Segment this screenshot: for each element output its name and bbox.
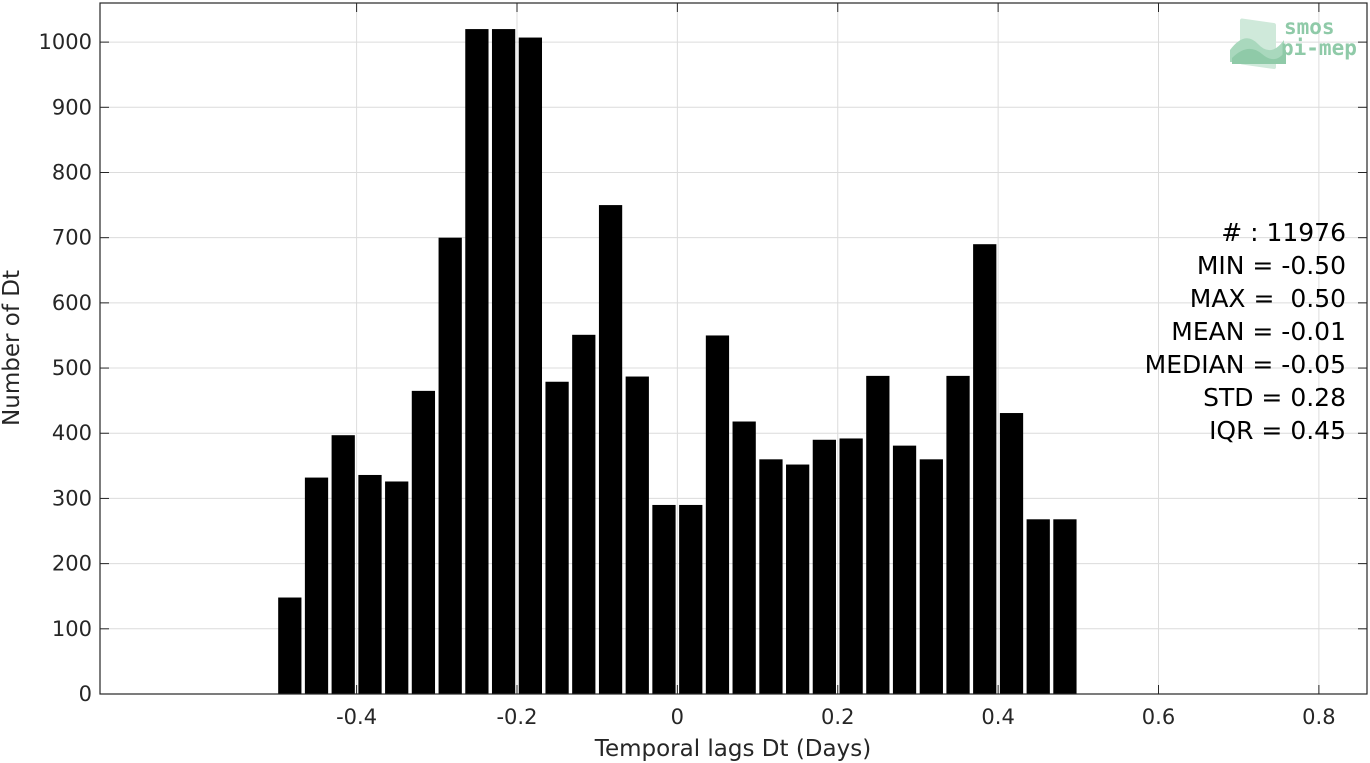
histogram-bar [625,376,649,694]
y-tick-label: 0 [79,682,92,706]
x-axis-ticks: -0.4 -0.2 0 0.2 0.4 0.6 0.8 [336,3,1336,729]
histogram-bar [759,459,783,694]
x-tick-label: 0 [671,705,684,729]
stat-line: # : 11976 [1221,218,1346,247]
y-tick-label: 900 [52,95,92,119]
logo-waves-icon [1230,18,1286,70]
histogram-bar [1053,519,1077,694]
x-tick-label: -0.4 [336,705,377,729]
histogram-bar [572,334,596,694]
plot-frame [99,2,1368,695]
histogram-bar [331,435,355,694]
x-tick-label: -0.2 [496,705,537,729]
stat-line: STD = 0.28 [1203,383,1346,412]
statistics-box: # : 11976 MIN = -0.50 MAX = 0.50 MEAN = -0.… [1145,218,1346,445]
histogram-bar [812,439,836,694]
histogram-bar [518,37,543,695]
stat-line: IQR = 0.45 [1209,416,1346,445]
histogram-bar [652,504,676,694]
histogram-bar [598,205,623,694]
x-tick-label: 0.2 [821,705,854,729]
histogram-bar [438,237,462,694]
histogram-bar [732,421,756,694]
x-axis-label: Temporal lags Dt (Days) [594,736,871,762]
histogram-bar [304,477,329,694]
histogram-bar [545,381,569,694]
y-tick-label: 600 [52,291,92,315]
histogram-bar [999,413,1024,694]
bars [278,29,1077,695]
y-tick-label: 200 [52,552,92,576]
histogram-bar [705,335,730,694]
stat-line: MIN = -0.50 [1197,251,1346,280]
histogram-bar [919,459,943,694]
histogram-bar [385,481,409,694]
y-tick-label: 800 [52,160,92,184]
histogram-bar [786,464,810,694]
histogram-bar [278,597,302,694]
y-tick-label: 100 [52,617,92,641]
histogram-bar [866,375,890,694]
y-tick-label: 400 [52,421,92,445]
logo-line2: pi-mep [1281,36,1357,60]
histogram-bar [679,504,703,694]
x-tick-label: 0.6 [1142,705,1175,729]
y-axis-label: Number of Dt [0,270,25,426]
logo-line1: smos [1284,15,1335,39]
y-axis-ticks: 0 100 200 300 400 500 600 700 800 900 1000 [39,30,1367,706]
histogram-bar [946,375,970,694]
grid [100,3,1367,694]
stat-line: MEAN = -0.01 [1171,317,1346,346]
histogram-bar [892,445,917,694]
histogram-bar [491,29,516,694]
histogram-bar [411,390,436,694]
y-tick-label: 300 [52,486,92,510]
histogram-bar [358,474,382,694]
histogram-bar [973,244,997,694]
y-tick-label: 500 [52,356,92,380]
x-tick-label: 0.4 [981,705,1014,729]
histogram-bar [465,29,489,694]
logo: smos pi-mep [1230,15,1357,70]
stat-line: MAX = 0.50 [1190,284,1346,313]
y-tick-label: 700 [52,226,92,250]
stat-line: MEDIAN = -0.05 [1145,350,1346,379]
y-tick-label: 1000 [39,30,92,54]
x-tick-label: 0.8 [1302,705,1335,729]
histogram-bar [839,438,863,694]
histogram-bar [1026,519,1050,694]
